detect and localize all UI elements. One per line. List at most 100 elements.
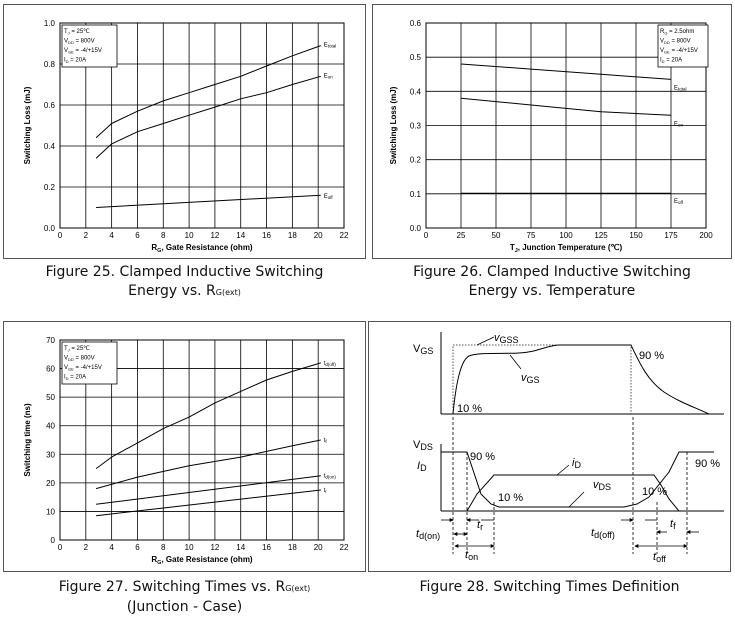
series-line-t-d(on) — [96, 475, 321, 505]
tr-label: tr — [477, 519, 483, 532]
vds-waveform — [441, 451, 714, 508]
x-tick-label: 12 — [210, 231, 219, 240]
vds-90pct-off-label: 90 % — [695, 458, 720, 470]
x-tick-label: 20 — [314, 231, 323, 240]
series-label: Eoff — [324, 194, 334, 200]
caption-fig28: Figure 28. Switching Times Definition — [368, 578, 731, 597]
x-tick-label: 14 — [236, 543, 245, 552]
series-label: Etotal — [674, 85, 687, 91]
y-tick-label: 0.5 — [410, 53, 422, 62]
x-axis-label: RG, Gate Resistance (ohm) — [151, 243, 253, 254]
series-label: Etotal — [324, 43, 337, 49]
x-tick-label: 20 — [314, 543, 323, 552]
x-axis-label: RG, Gate Resistance (ohm) — [151, 555, 253, 566]
vds-curve-label: vDS — [593, 479, 611, 492]
caption-fig25-line1: Figure 25. Clamped Inductive Switching — [45, 264, 324, 280]
y-tick-label: 0.4 — [410, 87, 422, 96]
vds-axis-label: VDS — [413, 439, 433, 452]
condition-text: VGE = -4/+15V — [660, 48, 698, 55]
chart-fig27: 0 2 4 6 8 10 12 14 16 18 20 22 0 10 20 30 40 50 60 70 RG, Ga… — [23, 336, 349, 566]
plot-frame — [59, 22, 345, 229]
x-tick-label: 22 — [340, 231, 349, 240]
series-label: Eon — [324, 73, 334, 79]
caption-fig27-line1: Figure 27. Switching Times vs. RG(ext) — [58, 579, 311, 595]
condition-text: RG = 2.5ohm — [660, 29, 694, 36]
vgss-leader — [476, 336, 495, 346]
x-tick-label: 200 — [699, 231, 713, 240]
y-tick-label: 0.0 — [410, 224, 422, 233]
id-curve-leader — [556, 464, 570, 476]
y-axis-label: Switching Loss (mJ) — [23, 86, 32, 164]
vgs-curve-label: vGS — [521, 372, 540, 385]
caption-fig26-line2: Energy vs. Temperature — [468, 283, 636, 299]
y-tick-label: 30 — [46, 450, 55, 459]
condition-text: TJ = 25℃ — [64, 29, 90, 36]
x-tick-label: 12 — [210, 543, 219, 552]
y-tick-label: 20 — [46, 479, 55, 488]
series-label: Eoff — [674, 199, 684, 205]
caption-fig25: Figure 25. Clamped Inductive Switching E… — [3, 263, 366, 302]
y-tick-label: 1.0 — [44, 19, 56, 28]
y-tick-label: 0.1 — [410, 190, 422, 199]
vds-90pct-on-label: 90 % — [470, 451, 495, 463]
series-label: tf — [324, 438, 328, 444]
y-tick-label: 10 — [46, 507, 55, 516]
ton-label: ton — [465, 549, 478, 562]
condition-text: TJ = 25℃ — [64, 346, 90, 353]
conditions-box — [61, 24, 118, 68]
y-tick-label: 0.2 — [410, 156, 422, 165]
x-tick-label: 50 — [492, 231, 501, 240]
x-tick-label: 4 — [109, 231, 114, 240]
y-tick-label: 0.3 — [410, 122, 422, 131]
series-label: td(off) — [324, 361, 337, 367]
x-tick-label: 75 — [527, 231, 536, 240]
chart-fig25: 0 2 4 6 8 10 12 14 16 18 20 22 0.0 0.2 0.4 0.6 0.8 1.0 RG,… — [23, 19, 349, 254]
series-line-t-r — [96, 489, 321, 517]
x-tick-label: 6 — [135, 543, 140, 552]
x-tick-label: 6 — [135, 231, 140, 240]
vgs-waveform — [452, 344, 710, 415]
y-tick-label: 0 — [51, 536, 56, 545]
condition-text: ID = 20A — [64, 58, 86, 65]
x-axis-label: TJ, Junction Temperature (℃) — [510, 243, 623, 254]
conditions-box — [61, 341, 118, 385]
vds-10pct-off-label: 10 % — [642, 486, 667, 498]
y-tick-label: 0.8 — [44, 60, 56, 69]
toff-label: toff — [653, 551, 666, 564]
y-tick-label: 40 — [46, 422, 55, 431]
series-line-E-off — [96, 194, 321, 208]
series-label: td(on) — [324, 474, 337, 480]
id-waveform — [466, 474, 680, 512]
tdon-label: td(on) — [416, 528, 440, 541]
x-tick-label: 100 — [559, 231, 573, 240]
y-tick-label: 0.6 — [410, 19, 422, 28]
caption-fig27: Figure 27. Switching Times vs. RG(ext) (… — [3, 578, 366, 617]
x-tick-label: 18 — [288, 231, 297, 240]
series-label: Eon — [674, 121, 684, 127]
condition-text: VDD = 800V — [64, 39, 95, 46]
x-tick-label: 175 — [664, 231, 678, 240]
condition-text: VGE = -4/+15V — [64, 365, 102, 372]
x-tick-label: 0 — [58, 231, 63, 240]
x-tick-label: 4 — [109, 543, 114, 552]
condition-text: VDD = 800V — [64, 356, 95, 363]
x-tick-label: 8 — [161, 543, 166, 552]
x-tick-label: 25 — [457, 231, 466, 240]
x-tick-label: 125 — [594, 231, 608, 240]
condition-text: VGE = -4/+15V — [64, 48, 102, 55]
x-tick-label: 10 — [185, 543, 194, 552]
plot-frame — [59, 339, 345, 541]
caption-fig28-line1: Figure 28. Switching Times Definition — [419, 579, 680, 595]
x-tick-label: 2 — [84, 231, 89, 240]
chart-panel-fig26: 0 25 50 75 100 125 150 175 200 0.0 0.1 0.2 0.3 0.4 0.5… — [372, 4, 732, 259]
tf-label: tf — [670, 518, 676, 531]
caption-fig26: Figure 26. Clamped Inductive Switching E… — [372, 263, 732, 301]
series-line-t-d(off) — [95, 362, 321, 470]
chart-fig26: 0 25 50 75 100 125 150 175 200 0.0 0.1 0.2 0.3 0.4 0.5… — [389, 19, 713, 254]
timing-diagram: VGS vGSS vGS 90 % 10 % VDS ID iD vDS 90 … — [413, 332, 724, 564]
vgs-10pct-label: 10 % — [457, 403, 482, 415]
series-line-E-total — [95, 45, 321, 139]
y-tick-label: 0.0 — [44, 224, 56, 233]
x-tick-label: 22 — [340, 543, 349, 552]
vds-curve-leader — [568, 491, 585, 508]
